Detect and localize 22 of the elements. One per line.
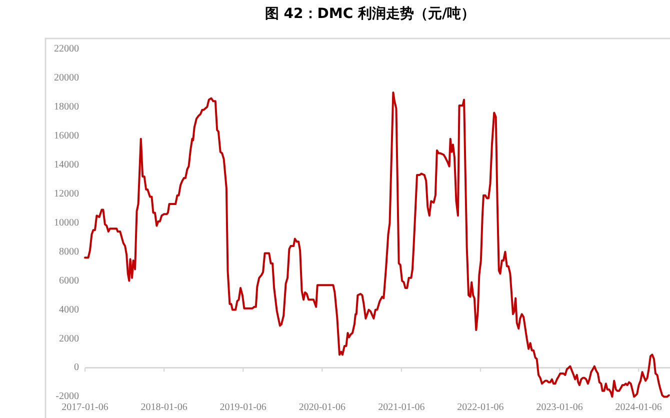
- y-tick-label: 16000: [54, 130, 79, 142]
- y-tick-label: 22000: [54, 44, 79, 54]
- x-tick-label: 2019-01-06: [220, 402, 266, 414]
- y-tick-label: 6000: [59, 275, 79, 286]
- y-tick-label: 2000: [59, 333, 79, 344]
- y-tick-label: 14000: [54, 159, 79, 170]
- x-tick-label: 2024-01-06: [615, 402, 662, 414]
- y-tick-label: 18000: [54, 101, 79, 112]
- x-tick-label: 2020-01-06: [298, 402, 346, 414]
- y-tick-label: 8000: [59, 246, 79, 258]
- title: 图 42：DMC 利润走势（元/吨）: [264, 6, 476, 22]
- y-tick-label: 12000: [54, 188, 79, 200]
- y-tick-label: 20000: [54, 72, 79, 84]
- y-tick-label: 4000: [59, 304, 79, 316]
- x-tick-label: 2017-01-06: [62, 402, 108, 414]
- x-tick-label: 2022-01-06: [457, 402, 504, 414]
- y-tick-label: -2000: [56, 391, 79, 402]
- y-tick-label: 10000: [54, 217, 79, 228]
- x-tick-label: 2021-01-06: [378, 402, 425, 414]
- x-tick-label: 2018-01-06: [140, 402, 188, 414]
- x-tick-label: 2023-01-06: [536, 402, 583, 414]
- y-tick-label: 0: [74, 362, 79, 374]
